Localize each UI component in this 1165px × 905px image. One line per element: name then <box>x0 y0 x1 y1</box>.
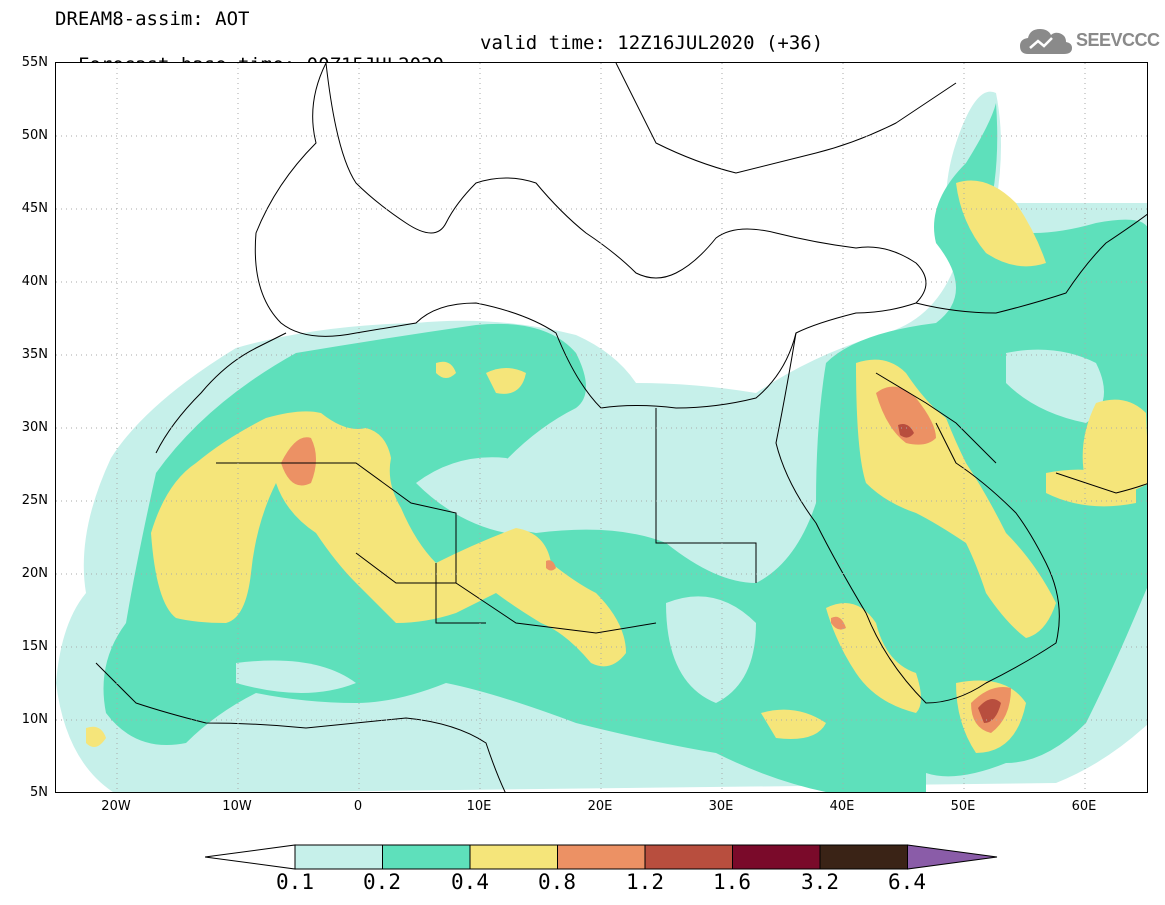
colorbar-bin <box>382 844 471 870</box>
lat-label: 55N <box>21 55 48 70</box>
aot-map <box>55 62 1148 793</box>
colorbar-bin <box>469 844 558 870</box>
map-canvas <box>56 63 1147 792</box>
colorbar-bin <box>557 844 646 870</box>
colorbar-label: 6.4 <box>888 870 926 894</box>
lat-label: 15N <box>21 639 48 654</box>
lat-label: 20N <box>21 566 48 581</box>
lon-label: 0 <box>353 799 363 814</box>
aot-0.2-0.4-region <box>103 103 1147 792</box>
lon-label: 10E <box>466 799 492 814</box>
logo-text: SEEVCCC <box>1076 30 1160 50</box>
lat-label: 10N <box>21 712 48 727</box>
colorbar-label: 0.8 <box>538 870 576 894</box>
lat-label: 50N <box>21 128 48 143</box>
colorbar-bin <box>732 844 821 870</box>
lon-label: 10W <box>222 799 252 814</box>
cloud-icon <box>1020 29 1072 54</box>
aot-1.2-1.6-region <box>898 424 1001 723</box>
colorbar-label: 1.2 <box>626 870 664 894</box>
lat-label: 40N <box>21 274 48 289</box>
lon-label: 40E <box>829 799 855 814</box>
valid-time: valid time: 12Z16JUL2020 (+36) <box>480 32 824 54</box>
colorbar-label: 0.4 <box>451 870 489 894</box>
colorbar-bin <box>644 844 733 870</box>
colorbar-over-triangle <box>907 844 998 870</box>
graticule <box>56 63 1147 792</box>
lon-label: 30E <box>708 799 734 814</box>
colorbar-label: 0.2 <box>363 870 401 894</box>
colorbar-under-triangle <box>205 844 296 870</box>
coastlines <box>95 63 1147 792</box>
lat-label: 25N <box>21 493 48 508</box>
lon-label: 20W <box>101 799 131 814</box>
lat-label: 35N <box>21 347 48 362</box>
lon-label: 50E <box>950 799 976 814</box>
colorbar <box>205 844 998 870</box>
lat-label: 5N <box>30 785 48 800</box>
map-title: DREAM8-assim: AOT <box>55 8 250 30</box>
lon-label: 60E <box>1071 799 1097 814</box>
lon-label: 20E <box>587 799 613 814</box>
colorbar-bin <box>819 844 908 870</box>
colorbar-label: 1.6 <box>713 870 751 894</box>
colorbar-bin <box>294 844 383 870</box>
colorbar-label: 3.2 <box>801 870 839 894</box>
colorbar-label: 0.1 <box>276 870 314 894</box>
lat-label: 30N <box>21 420 48 435</box>
seevccc-logo: SEEVCCC <box>1018 20 1160 60</box>
lat-label: 45N <box>21 201 48 216</box>
